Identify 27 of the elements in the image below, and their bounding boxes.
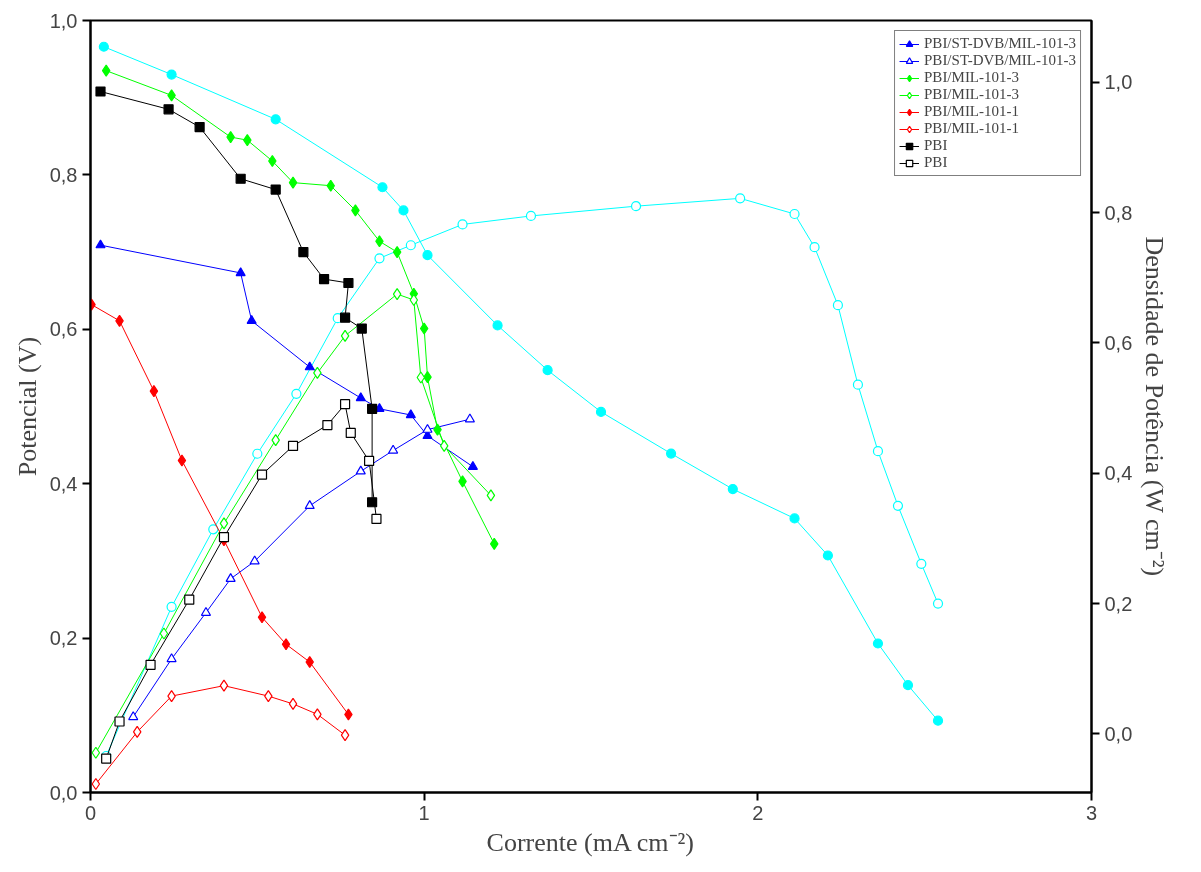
x-tick-label: 3 xyxy=(1085,801,1098,824)
y-tick-label: 0,2 xyxy=(49,627,78,650)
y2-tick-label: 0,4 xyxy=(1104,462,1133,485)
y-tick-label: 0,8 xyxy=(49,163,78,186)
x-axis-title: Corrente (mA cm⁻²) xyxy=(486,827,694,857)
y2-tick-label: 0,0 xyxy=(1104,722,1133,745)
y2-tick-label: 1,0 xyxy=(1104,71,1133,94)
x-tick-label: 2 xyxy=(752,801,764,824)
y-tick-label: 1,0 xyxy=(49,9,78,32)
legend-label: PBI/MIL-101-3 xyxy=(924,86,1020,103)
legend-label: PBI/ST-DVB/MIL-101-3 xyxy=(924,35,1076,52)
y2-axis-title: Densidade de Potência (W cm⁻²) xyxy=(1140,236,1170,577)
y2-tick-label: 0,2 xyxy=(1104,592,1133,615)
y-axis-title: Potencial (V) xyxy=(12,336,42,477)
legend-label: PBI xyxy=(924,137,948,154)
legend-label: PBI/MIL-101-3 xyxy=(924,69,1020,86)
y2-tick-label: 0,6 xyxy=(1104,331,1133,354)
legend-label: PBI/MIL-101-1 xyxy=(924,103,1020,120)
legend-label: PBI xyxy=(924,154,948,171)
legend-label: PBI/MIL-101-1 xyxy=(924,120,1020,137)
y-tick-label: 0,0 xyxy=(49,781,78,804)
x-tick-label: 1 xyxy=(418,801,430,824)
y-tick-label: 0,6 xyxy=(49,318,78,341)
legend-label: PBI/ST-DVB/MIL-101-3 xyxy=(924,52,1076,69)
y2-tick-label: 0,8 xyxy=(1104,201,1133,224)
x-tick-label: 0 xyxy=(84,801,97,824)
y-tick-label: 0,4 xyxy=(49,472,78,495)
